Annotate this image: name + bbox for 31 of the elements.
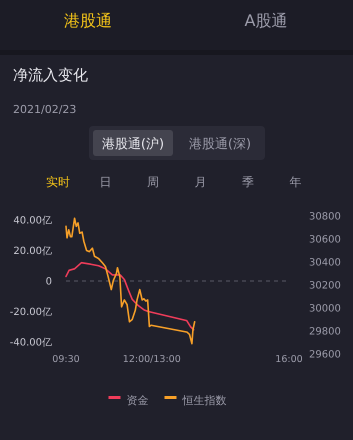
- y2-tick-label: 30400: [309, 258, 341, 268]
- text: A股通: [244, 11, 288, 30]
- y-tick-label: -20.00亿: [10, 307, 52, 318]
- text: 年: [290, 175, 302, 189]
- y2-tick-label: 30800: [309, 212, 341, 222]
- y-tick-label: 40.00亿: [13, 216, 52, 226]
- x-tick-label: 09:30: [52, 354, 80, 365]
- x-tick-label: 12:00/13:00: [122, 354, 181, 365]
- text: 港股通(沪): [102, 136, 164, 152]
- text: 港股通: [64, 11, 112, 30]
- chart-subtitle: 2021/02/23: [13, 103, 76, 116]
- y2-tick-label: 30600: [309, 234, 341, 246]
- text: 日: [100, 175, 112, 189]
- text: 季: [242, 175, 254, 189]
- y2-tick-label: 29800: [309, 326, 341, 338]
- legend-label: 恒生指数: [182, 394, 226, 407]
- text: 实时: [46, 175, 70, 189]
- line-series: [65, 218, 196, 344]
- line-series: [65, 262, 194, 331]
- text: 港股通(深): [188, 137, 252, 152]
- y-tick-label: 0: [46, 276, 52, 288]
- text: 月: [194, 175, 206, 189]
- y-tick-label: 20.00亿: [13, 246, 52, 257]
- y2-tick-label: 30000: [309, 304, 341, 314]
- x-tick-label: 16:00: [275, 354, 303, 365]
- text: 周: [147, 175, 159, 189]
- y2-tick-label: 29600: [309, 350, 341, 360]
- legend-label: 资金: [126, 394, 148, 407]
- chart-title: 净流入变化: [13, 66, 88, 84]
- y-tick-label: -40.00亿: [10, 338, 52, 348]
- y2-tick-label: 30200: [309, 280, 341, 292]
